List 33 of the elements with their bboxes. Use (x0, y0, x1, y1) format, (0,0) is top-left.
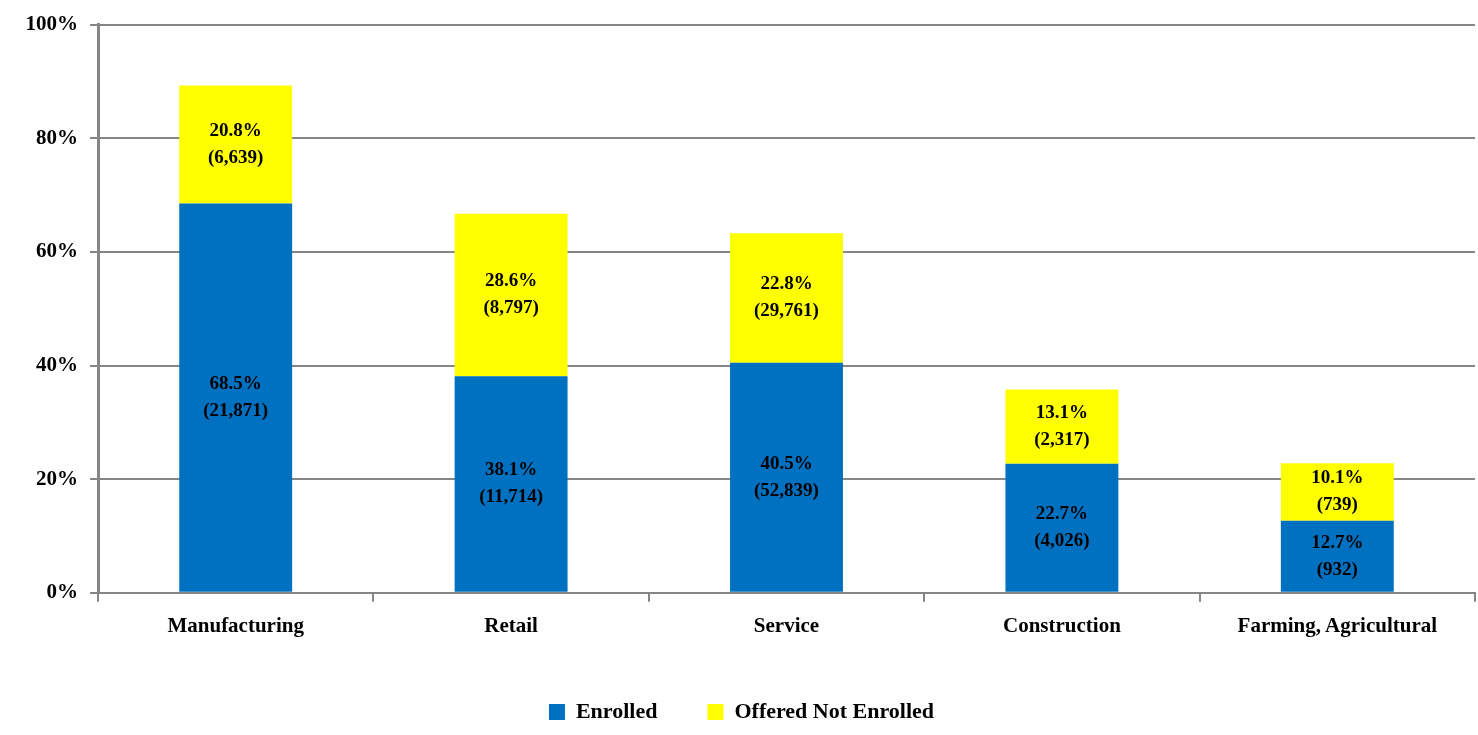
bar (1280, 463, 1394, 521)
data-label: 10.1% (739) (1311, 466, 1364, 516)
y-tick-label: 20% (36, 465, 78, 490)
bar (1280, 520, 1394, 592)
bar (454, 376, 568, 592)
data-label: 13.1% (2,317) (1034, 401, 1090, 451)
data-label: 28.6% (8,797) (483, 269, 539, 319)
x-tick-label: Farming, Agricultural (1237, 612, 1438, 637)
data-label: 20.8% (6,639) (208, 118, 264, 168)
x-tick-label: Construction (1002, 612, 1122, 637)
y-tick-label: 0% (46, 579, 78, 604)
bar (1005, 389, 1119, 464)
data-label: 22.8% (29,761) (754, 272, 819, 322)
y-tick-label: 60% (36, 238, 78, 263)
data-label: 22.7% (4,026) (1034, 502, 1090, 552)
x-tick-label: Manufacturing (167, 612, 305, 637)
y-tick-label: 80% (36, 124, 78, 149)
bar (179, 85, 293, 204)
bar (730, 362, 843, 592)
bar (454, 213, 568, 377)
data-label: 68.5% (21,871) (203, 372, 269, 422)
bar (1005, 463, 1119, 592)
legend-label: Offered Not Enrolled (734, 697, 935, 723)
legend-label: Enrolled (575, 697, 658, 723)
data-label: 40.5% (52,839) (754, 451, 819, 501)
bar (730, 233, 843, 363)
data-label: 12.7% (932) (1311, 530, 1364, 580)
y-tick-label: 40% (36, 351, 78, 376)
data-label: 38.1% (11,714) (479, 458, 544, 508)
bar (179, 203, 293, 592)
y-tick-label: 100% (25, 11, 78, 36)
x-tick-label: Retail (484, 612, 539, 637)
x-tick-label: Service (753, 612, 820, 637)
